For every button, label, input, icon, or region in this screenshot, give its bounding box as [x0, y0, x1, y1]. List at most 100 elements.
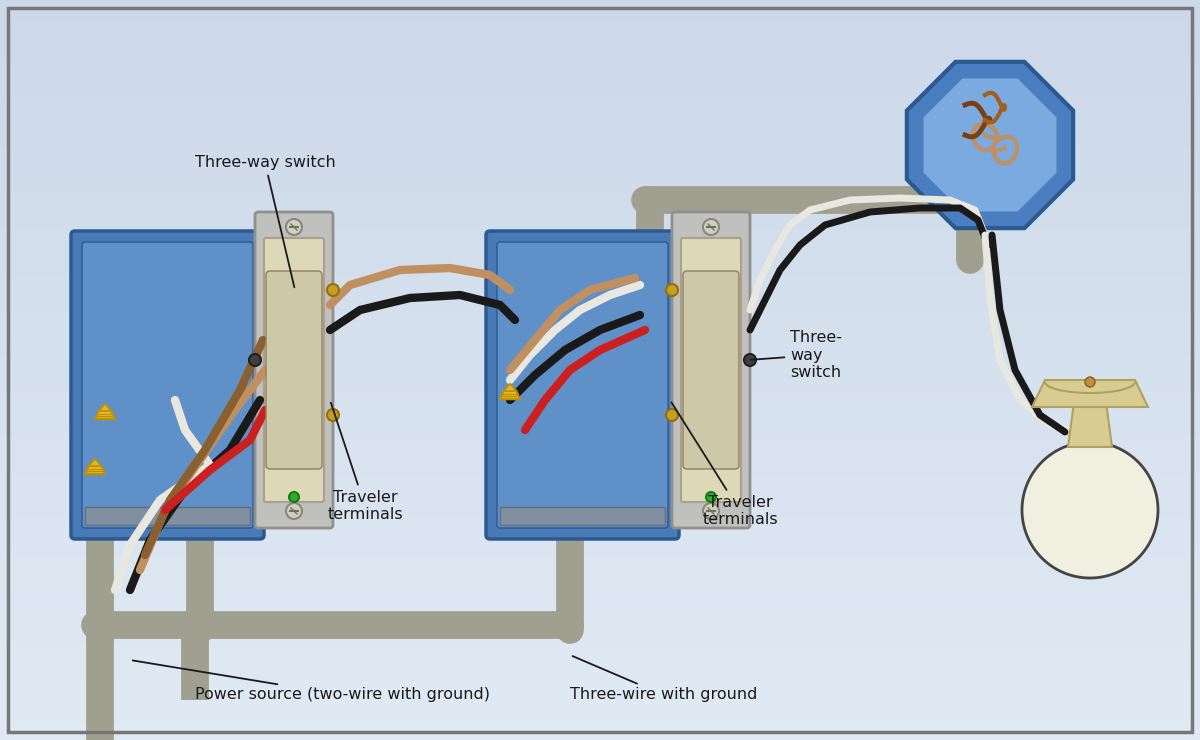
Bar [0, 429, 1200, 437]
Bar [0, 355, 1200, 363]
Bar [0, 126, 1200, 133]
Text: Three-
way
switch: Three- way switch [751, 330, 842, 380]
Bar [0, 74, 1200, 81]
Bar [0, 518, 1200, 525]
Bar [0, 229, 1200, 237]
Bar [0, 222, 1200, 229]
Text: Traveler
terminals: Traveler terminals [328, 403, 403, 522]
Bar [0, 170, 1200, 178]
Bar [0, 200, 1200, 207]
Bar [0, 673, 1200, 681]
Bar [0, 548, 1200, 555]
FancyBboxPatch shape [486, 231, 679, 539]
Bar [0, 540, 1200, 548]
Bar [0, 622, 1200, 629]
Bar [0, 7, 1200, 15]
FancyBboxPatch shape [82, 242, 253, 528]
Bar [0, 67, 1200, 74]
Bar [0, 533, 1200, 540]
Bar [0, 496, 1200, 503]
Circle shape [744, 354, 756, 366]
Bar [0, 141, 1200, 148]
Text: Traveler
terminals: Traveler terminals [672, 403, 778, 528]
Circle shape [326, 284, 340, 296]
Polygon shape [1032, 380, 1148, 407]
Bar [0, 392, 1200, 400]
Bar [0, 466, 1200, 474]
Bar [0, 30, 1200, 37]
Bar [0, 370, 1200, 377]
Circle shape [289, 492, 299, 502]
Bar [0, 488, 1200, 496]
Bar [0, 437, 1200, 444]
Bar [0, 607, 1200, 614]
Bar [0, 400, 1200, 407]
Circle shape [286, 503, 302, 519]
Bar [0, 570, 1200, 577]
FancyBboxPatch shape [500, 507, 665, 525]
Circle shape [286, 219, 302, 235]
Bar [0, 636, 1200, 644]
Bar [0, 81, 1200, 89]
Bar [0, 118, 1200, 126]
Bar [0, 192, 1200, 200]
Bar [0, 89, 1200, 96]
Bar [0, 252, 1200, 259]
Bar [0, 481, 1200, 488]
Bar [0, 155, 1200, 163]
FancyBboxPatch shape [497, 242, 668, 528]
Bar [0, 104, 1200, 111]
Text: Three-way switch: Three-way switch [194, 155, 335, 287]
Polygon shape [1022, 442, 1158, 578]
FancyBboxPatch shape [680, 238, 740, 502]
Bar [0, 659, 1200, 666]
Bar [0, 451, 1200, 459]
FancyBboxPatch shape [683, 271, 739, 469]
Bar [0, 385, 1200, 392]
Bar [0, 44, 1200, 52]
Polygon shape [85, 465, 104, 474]
FancyBboxPatch shape [71, 231, 264, 539]
Bar [0, 474, 1200, 481]
Bar [0, 274, 1200, 281]
Bar [0, 377, 1200, 385]
Text: Three-wire with ground: Three-wire with ground [570, 656, 757, 702]
Polygon shape [504, 384, 516, 391]
Bar [0, 215, 1200, 222]
Bar [0, 644, 1200, 651]
FancyBboxPatch shape [256, 212, 334, 528]
Circle shape [703, 503, 719, 519]
Bar [0, 281, 1200, 289]
Bar [0, 562, 1200, 570]
Bar [0, 133, 1200, 141]
Text: Power source (two-wire with ground): Power source (two-wire with ground) [133, 661, 490, 702]
Bar [0, 37, 1200, 44]
Bar [0, 15, 1200, 22]
Bar [0, 577, 1200, 585]
Bar [0, 326, 1200, 333]
Bar [0, 511, 1200, 518]
FancyBboxPatch shape [672, 212, 750, 528]
Bar [0, 503, 1200, 511]
Bar [0, 696, 1200, 703]
Bar [0, 348, 1200, 355]
Polygon shape [1068, 402, 1112, 447]
Polygon shape [98, 404, 112, 411]
Bar [0, 111, 1200, 118]
Bar [0, 629, 1200, 636]
Bar [0, 555, 1200, 562]
Bar [0, 718, 1200, 725]
Bar [0, 444, 1200, 451]
Bar [0, 52, 1200, 59]
Polygon shape [500, 391, 520, 399]
FancyBboxPatch shape [266, 271, 322, 469]
Bar [0, 414, 1200, 422]
Bar [0, 599, 1200, 607]
Bar [0, 333, 1200, 340]
Bar [0, 318, 1200, 326]
Bar [0, 244, 1200, 252]
FancyBboxPatch shape [85, 507, 250, 525]
Bar [0, 163, 1200, 170]
Bar [0, 266, 1200, 274]
Bar [0, 459, 1200, 466]
